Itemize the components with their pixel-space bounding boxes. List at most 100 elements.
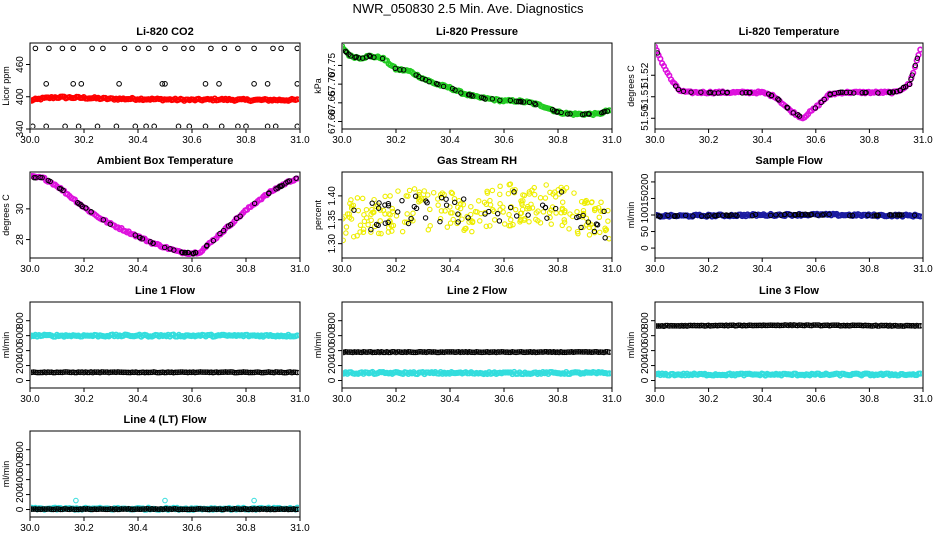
data-point xyxy=(31,333,34,340)
data-point xyxy=(541,348,548,355)
data-point xyxy=(411,186,418,192)
data-point xyxy=(147,369,153,376)
data-point xyxy=(693,322,699,329)
x-tick-label: 30.6 xyxy=(806,135,826,146)
data-point xyxy=(585,110,591,117)
data-point xyxy=(444,224,451,230)
data-point xyxy=(847,213,853,219)
data-point xyxy=(66,369,73,376)
y-axis-label: degrees C xyxy=(626,65,636,107)
data-point xyxy=(202,123,209,128)
data-point xyxy=(602,235,608,241)
data-point xyxy=(361,211,367,218)
data-point xyxy=(486,208,492,215)
data-point xyxy=(243,123,249,128)
data-point xyxy=(833,322,840,328)
data-point xyxy=(343,214,348,220)
data-point xyxy=(430,189,437,196)
data-point xyxy=(398,349,405,356)
data-point xyxy=(457,201,464,207)
x-tick-label: 30.0 xyxy=(645,394,665,405)
data-point xyxy=(602,227,609,234)
data-point xyxy=(902,84,909,90)
data-point xyxy=(351,207,357,213)
data-point xyxy=(219,506,225,513)
data-point xyxy=(181,369,188,376)
x-tick-label: 30.2 xyxy=(699,394,719,405)
data-point xyxy=(449,210,455,216)
data-point xyxy=(194,369,200,376)
data-point xyxy=(917,370,922,377)
data-point xyxy=(559,222,566,229)
data-point xyxy=(448,349,455,355)
data-point xyxy=(283,180,289,186)
data-point xyxy=(680,88,687,94)
plot-area xyxy=(31,173,299,257)
series-line-1-flow xyxy=(31,331,299,340)
series-line-4-reference xyxy=(31,506,299,513)
data-point xyxy=(31,369,33,376)
data-point xyxy=(537,220,544,226)
data-point xyxy=(359,55,366,61)
chart-panel-1: Li-820 CO2 Licor ppm 30.0 30.2 30.4 30.6 30.8 3… xyxy=(1,26,310,146)
data-point xyxy=(131,506,137,512)
data-point xyxy=(598,199,604,206)
data-point xyxy=(501,221,508,227)
data-point xyxy=(597,349,604,355)
data-point xyxy=(267,369,274,376)
data-point xyxy=(549,106,556,113)
data-point xyxy=(348,197,354,203)
data-point xyxy=(487,197,493,204)
x-tick-label: 30.0 xyxy=(332,135,352,146)
data-point xyxy=(294,96,299,103)
data-point xyxy=(602,225,608,232)
x-tick-label: 30.2 xyxy=(74,523,94,534)
data-point xyxy=(572,349,579,355)
data-point xyxy=(264,81,271,87)
data-point xyxy=(588,199,595,206)
series-reference-high xyxy=(32,45,299,52)
data-point xyxy=(294,332,299,339)
plot-area xyxy=(343,348,611,378)
data-point xyxy=(559,199,566,205)
data-point xyxy=(274,506,281,512)
data-point xyxy=(562,208,568,214)
y-axis-label: kPa xyxy=(313,78,323,94)
x-tick-label: 30.2 xyxy=(699,135,719,146)
x-tick-label: 30.2 xyxy=(386,135,406,146)
data-point xyxy=(452,87,458,93)
data-point xyxy=(671,323,678,329)
data-point xyxy=(672,213,678,219)
data-point xyxy=(662,322,669,329)
data-point xyxy=(146,45,152,52)
data-point xyxy=(31,506,35,512)
data-point xyxy=(458,90,464,96)
data-point xyxy=(491,217,498,223)
data-point xyxy=(470,349,476,356)
data-point xyxy=(388,223,395,229)
data-point xyxy=(366,52,373,59)
data-point xyxy=(371,54,377,60)
data-point xyxy=(713,212,719,219)
data-point xyxy=(447,220,454,226)
x-tick-label: 30.4 xyxy=(128,523,148,534)
data-point xyxy=(368,217,374,224)
chart-panel-3: Li-820 Temperature degrees C 30.0 30.2 30.4 3… xyxy=(626,26,933,146)
plot-area xyxy=(656,44,922,122)
y-tick-label: 28 xyxy=(15,234,26,246)
y-tick-label: 200 xyxy=(15,486,26,503)
data-point xyxy=(491,208,497,215)
data-point xyxy=(367,53,373,60)
data-point xyxy=(915,323,922,329)
data-point xyxy=(233,506,240,512)
data-point xyxy=(449,190,456,197)
data-point xyxy=(39,506,46,512)
data-point xyxy=(375,205,382,211)
data-point xyxy=(849,322,856,329)
data-point xyxy=(656,47,660,54)
data-point xyxy=(100,369,107,375)
data-point xyxy=(690,213,696,219)
data-point xyxy=(442,208,448,214)
data-point xyxy=(70,81,76,87)
data-point xyxy=(888,212,895,218)
